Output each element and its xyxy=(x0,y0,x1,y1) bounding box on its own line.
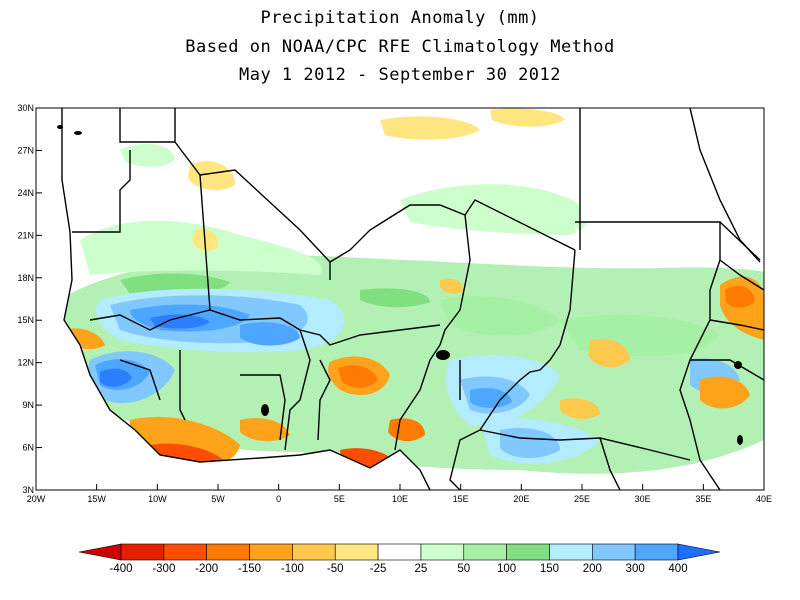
country-borders xyxy=(61,108,764,490)
colorbar-label: 50 xyxy=(457,563,470,575)
lakes xyxy=(57,125,743,445)
colorbar-swatch xyxy=(420,543,465,561)
lon-tick-label: 35E xyxy=(695,494,711,504)
colorbar-swatch xyxy=(206,543,250,561)
lon-tick-label: 15E xyxy=(453,494,469,504)
colorbar-label: 400 xyxy=(668,563,687,575)
lon-tick-label: 20W xyxy=(27,494,46,504)
lon-tick-label: 20E xyxy=(513,494,529,504)
map-plot-area xyxy=(36,108,764,490)
colorbar-low-end xyxy=(78,543,122,561)
lon-tick-label: 10W xyxy=(148,494,167,504)
lat-tick-label: 12N xyxy=(17,358,34,368)
colorbar-label: -25 xyxy=(370,563,387,575)
colorbar-label: 150 xyxy=(540,563,559,575)
colorbar-swatch xyxy=(506,543,550,561)
colorbar-swatch xyxy=(634,543,679,561)
colorbar-label: 100 xyxy=(497,563,516,575)
colorbar-swatch xyxy=(592,543,636,561)
colorbar-swatch xyxy=(249,543,293,561)
title-line-2: Based on NOAA/CPC RFE Climatology Method xyxy=(185,37,615,57)
colorbar-label: -300 xyxy=(152,563,175,575)
lat-tick-label: 18N xyxy=(17,273,34,283)
lat-tick-label: 15N xyxy=(17,315,34,325)
lat-tick-label: 3N xyxy=(22,485,34,495)
colorbar-swatch xyxy=(334,543,379,561)
lon-tick-label: 0 xyxy=(276,494,281,504)
colorbar-label: -400 xyxy=(109,563,132,575)
colorbar-label: -50 xyxy=(327,563,344,575)
colorbar-label: -150 xyxy=(238,563,261,575)
colorbar-label: 200 xyxy=(583,563,602,575)
lon-tick-label: 5W xyxy=(211,494,225,504)
lon-tick-label: 5E xyxy=(334,494,345,504)
colorbar-label: -100 xyxy=(281,563,304,575)
lat-tick-label: 9N xyxy=(22,400,34,410)
title-line-3: May 1 2012 - September 30 2012 xyxy=(238,65,562,85)
lat-tick-label: 30N xyxy=(17,103,34,113)
colorbar-label: 300 xyxy=(626,563,645,575)
colorbar-label: 25 xyxy=(415,563,428,575)
lon-tick-label: 25E xyxy=(574,494,590,504)
colorbar-label: -200 xyxy=(195,563,218,575)
lon-tick-label: 30E xyxy=(635,494,651,504)
longitude-axis: 20W 15W 10W 5W 0 5E 10E 15E 20E 25E 30E 35E 40E xyxy=(27,484,772,504)
colorbar-swatch xyxy=(549,543,593,561)
lat-tick-label: 27N xyxy=(17,145,34,155)
ocean-mask xyxy=(36,108,430,490)
lat-tick-label: 21N xyxy=(17,230,34,240)
colorbar-swatch xyxy=(120,543,165,561)
colorbar-swatch xyxy=(292,543,336,561)
latitude-axis: 30N 27N 24N 21N 18N 15N 12N 9N 6N 3N xyxy=(17,103,42,495)
colorbar-swatch xyxy=(463,543,507,561)
lat-tick-label: 24N xyxy=(17,188,34,198)
colorbar-swatch xyxy=(377,543,422,561)
lat-tick-label: 6N xyxy=(22,443,34,453)
colorbar-swatch xyxy=(163,543,207,561)
title-line-1: Precipitation Anomaly (mm) xyxy=(260,8,540,28)
lon-tick-label: 10E xyxy=(392,494,408,504)
lon-tick-label: 15W xyxy=(87,494,106,504)
colorbar: -400 -300 -200 -150 -100 -50 -25 25 50 100 150 200 3… xyxy=(78,543,721,575)
lon-tick-label: 40E xyxy=(756,494,772,504)
colorbar-high-end xyxy=(677,543,721,561)
